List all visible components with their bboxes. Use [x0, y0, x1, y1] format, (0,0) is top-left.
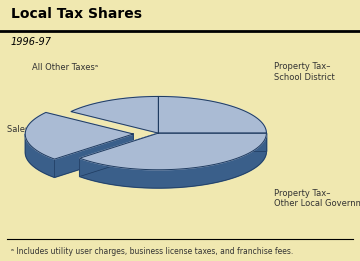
Text: Local Tax Shares: Local Tax Shares: [11, 7, 142, 21]
Text: Property Tax–
School District: Property Tax– School District: [274, 62, 334, 82]
Text: ᵃ Includes utility user charges, business license taxes, and franchise fees.: ᵃ Includes utility user charges, busines…: [11, 247, 293, 256]
Text: 1996-97: 1996-97: [11, 37, 52, 48]
Polygon shape: [80, 133, 266, 188]
Polygon shape: [25, 112, 133, 159]
Polygon shape: [54, 134, 133, 177]
Polygon shape: [71, 97, 158, 133]
Text: All Other Taxesᵃ: All Other Taxesᵃ: [32, 63, 99, 73]
Polygon shape: [158, 133, 266, 151]
Polygon shape: [158, 133, 266, 151]
Polygon shape: [25, 134, 54, 177]
Polygon shape: [80, 133, 266, 170]
Text: Property Tax–
Other Local Government: Property Tax– Other Local Government: [274, 188, 360, 208]
Text: Sales Tax: Sales Tax: [7, 124, 46, 134]
Polygon shape: [158, 97, 266, 133]
Polygon shape: [80, 133, 158, 176]
